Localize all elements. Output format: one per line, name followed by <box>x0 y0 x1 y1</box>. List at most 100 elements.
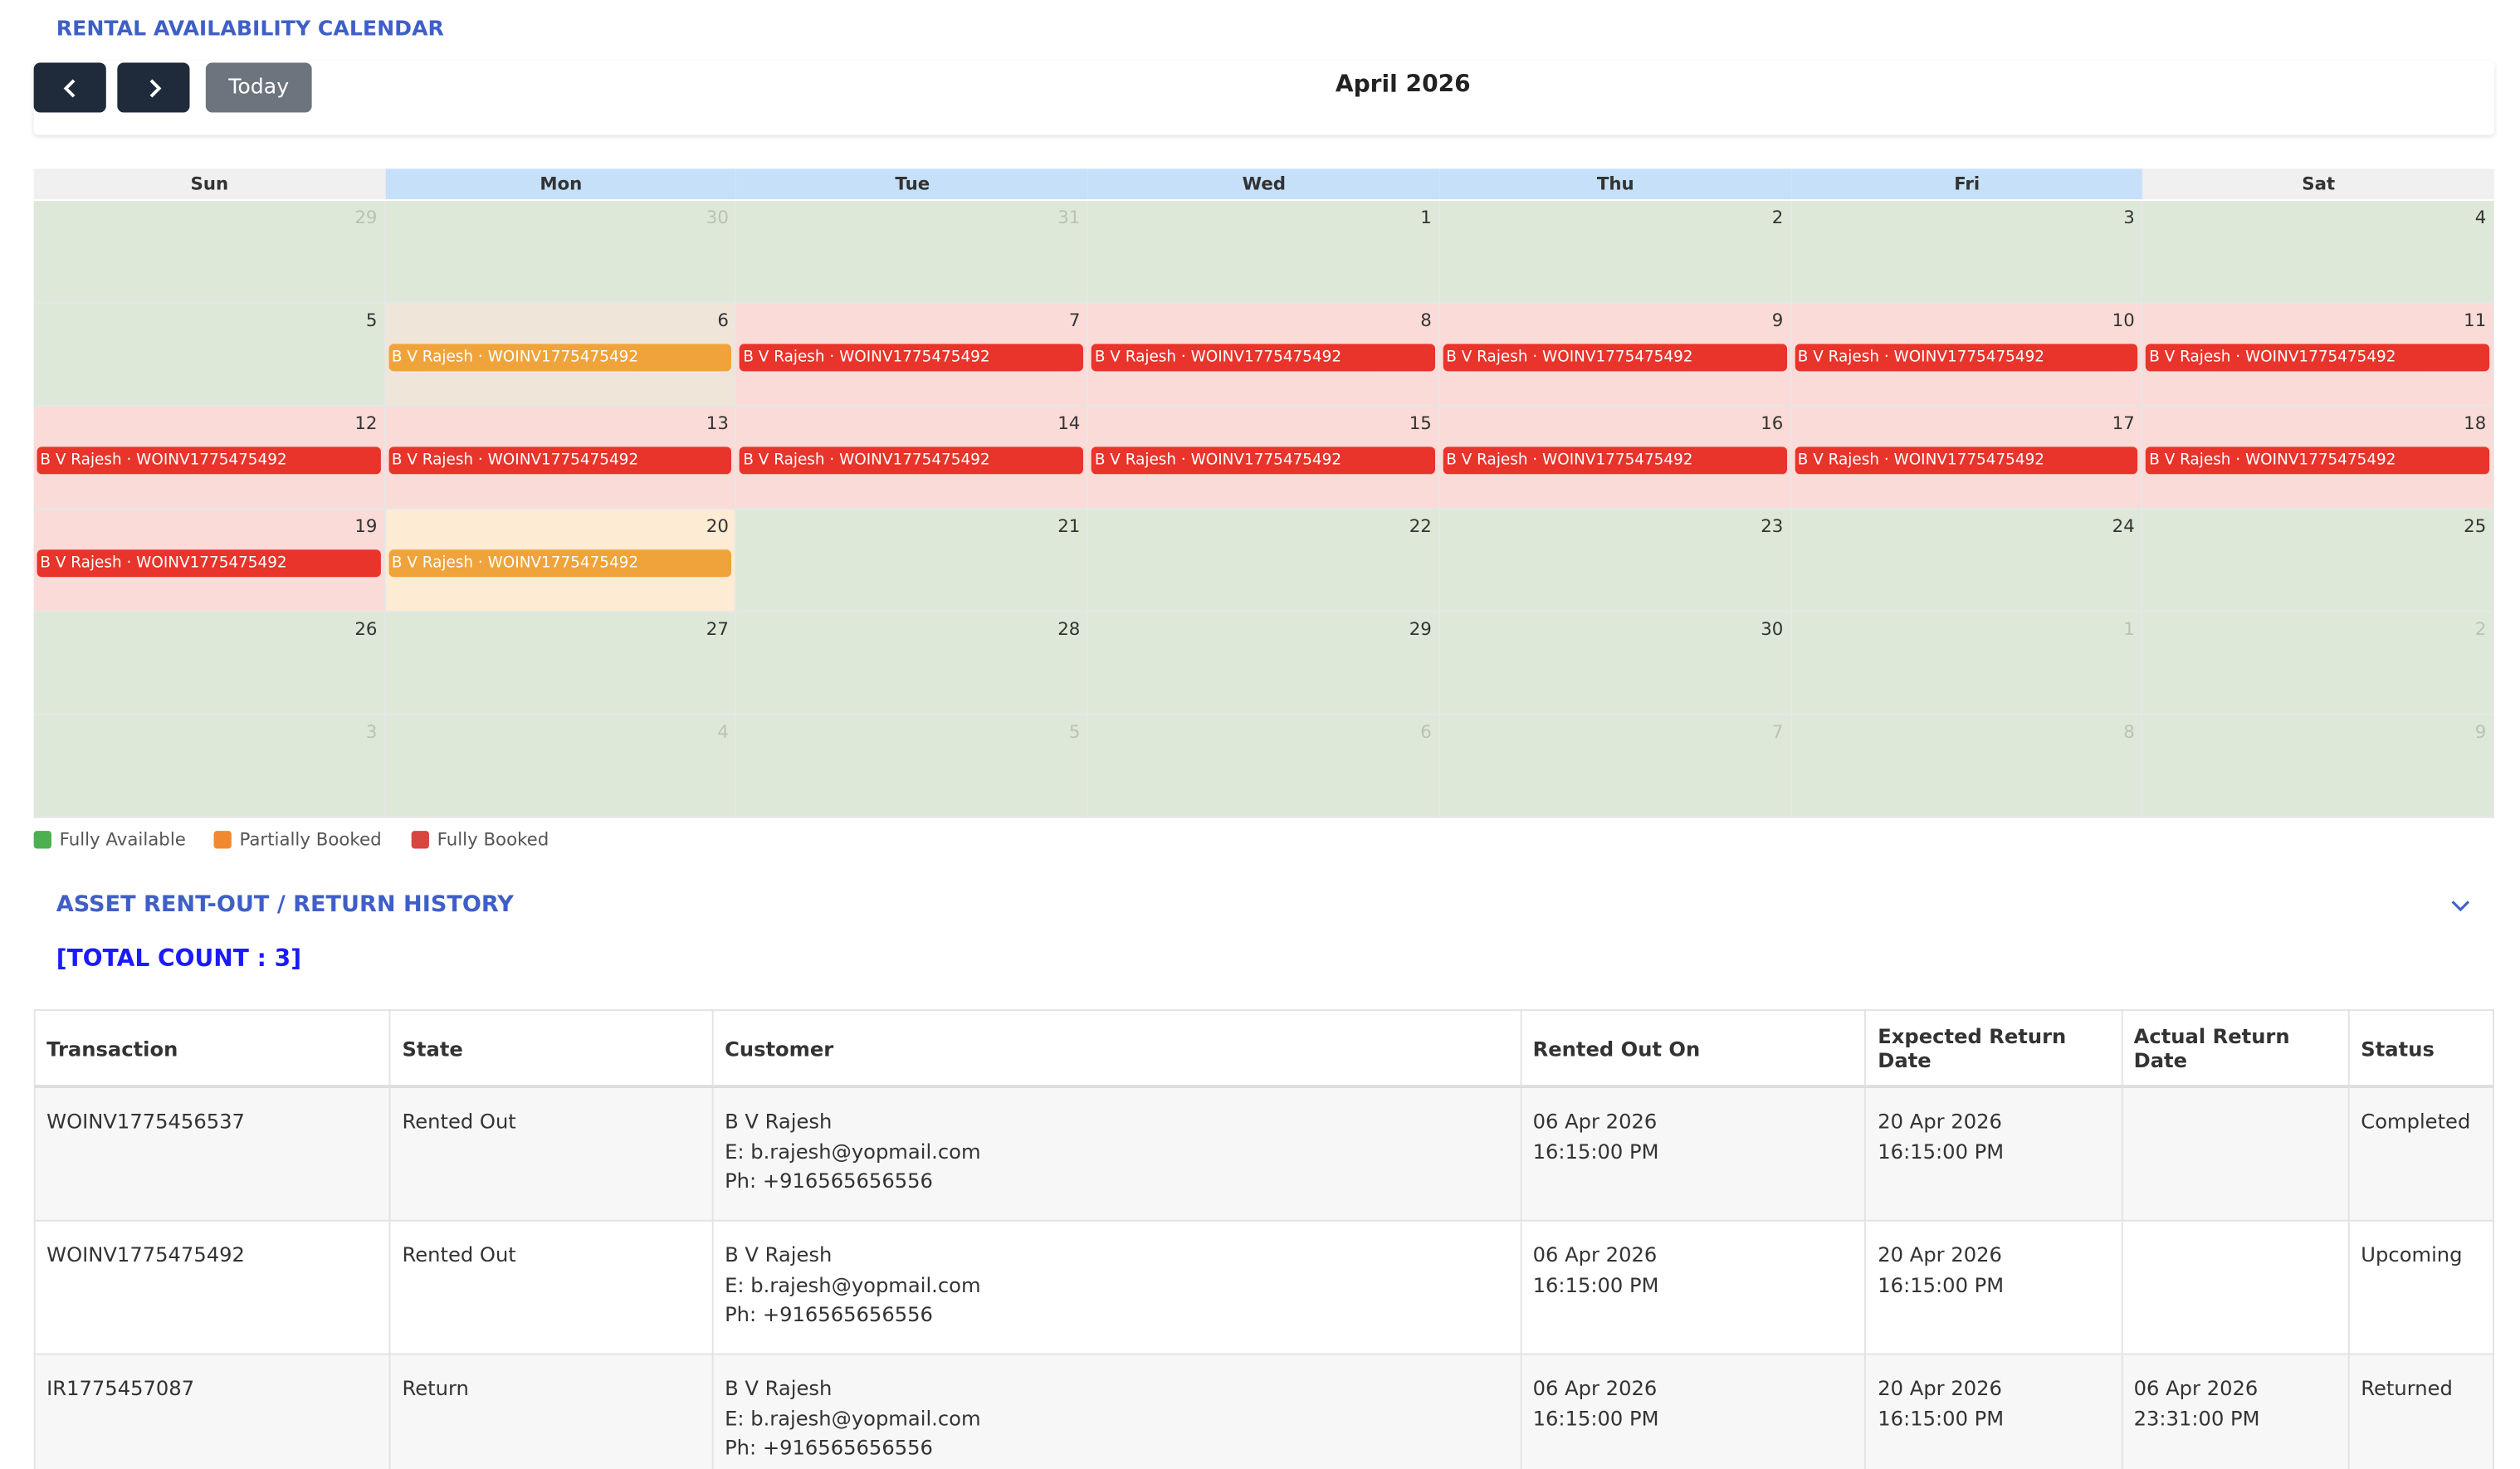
day-cell[interactable]: 17 B V Rajesh · WOINV1775475492 <box>1791 406 2143 510</box>
day-cell[interactable]: 5 <box>736 715 1089 818</box>
cell-line: E: b.rajesh@yopmail.com <box>725 1271 981 1296</box>
day-cell[interactable]: 4 <box>385 715 737 818</box>
day-cell[interactable]: 3 <box>33 715 386 818</box>
table-row: IR1775457087 Return B V Rajesh E: b.rajesh@… <box>33 1353 2494 1469</box>
day-number: 13 <box>706 412 729 434</box>
legend-label: Fully Booked <box>437 829 549 851</box>
cell-line: E: b.rajesh@yopmail.com <box>725 1139 981 1164</box>
day-cell[interactable]: 14 B V Rajesh · WOINV1775475492 <box>736 406 1089 510</box>
day-cell[interactable]: 7 <box>1439 715 1791 818</box>
weekday-header: Sat <box>2142 168 2494 200</box>
booking-event[interactable]: B V Rajesh · WOINV1775475492 <box>740 344 1084 372</box>
day-cell[interactable]: 10 B V Rajesh · WOINV1775475492 <box>1791 303 2143 407</box>
table-cell: WOINV1775456537 <box>33 1086 391 1222</box>
day-cell[interactable]: 25 <box>2142 509 2494 612</box>
day-cell[interactable]: 30 <box>1439 612 1791 715</box>
day-cell[interactable]: 23 <box>1439 509 1791 612</box>
day-cell[interactable]: 29 <box>33 201 386 304</box>
day-number: 31 <box>1057 207 1081 228</box>
day-number: 27 <box>706 618 729 640</box>
day-cell[interactable]: 20 B V Rajesh · WOINV1775475492 <box>385 509 737 612</box>
cell-line: WOINV1775456537 <box>46 1109 245 1134</box>
day-cell[interactable]: 4 <box>2142 201 2494 304</box>
header-row: Transaction State Customer Rented Out On Exp… <box>33 1009 2494 1088</box>
day-number: 28 <box>1057 618 1081 640</box>
table-cell: B V Rajesh E: b.rajesh@yopmail.com Ph: +91… <box>711 1219 1522 1355</box>
cell-line: Completed <box>2361 1109 2471 1134</box>
day-cell[interactable]: 26 <box>33 612 386 715</box>
table-cell: 06 Apr 2026 23:31:00 PM <box>2121 1353 2350 1469</box>
day-cell[interactable]: 6 <box>1088 715 1440 818</box>
cell-line: Upcoming <box>2361 1242 2463 1266</box>
day-cell[interactable]: 6 B V Rajesh · WOINV1775475492 <box>385 303 737 407</box>
booking-event[interactable]: B V Rajesh · WOINV1775475492 <box>2146 447 2490 475</box>
day-cell[interactable]: 1 <box>1088 201 1440 304</box>
day-cell[interactable]: 5 <box>33 303 386 407</box>
day-cell[interactable]: 8 <box>1791 715 2143 818</box>
booking-event[interactable]: B V Rajesh · WOINV1775475492 <box>37 447 381 475</box>
booking-event[interactable]: B V Rajesh · WOINV1775475492 <box>1794 344 2138 372</box>
day-cell[interactable]: 24 <box>1791 509 2143 612</box>
day-cell[interactable]: 30 <box>385 201 737 304</box>
day-number: 30 <box>1761 618 1784 640</box>
booking-event[interactable]: B V Rajesh · WOINV1775475492 <box>1091 447 1435 475</box>
cell-line: Rented Out <box>402 1242 516 1266</box>
day-cell[interactable]: 11 B V Rajesh · WOINV1775475492 <box>2142 303 2494 407</box>
booking-event[interactable]: B V Rajesh · WOINV1775475492 <box>740 447 1084 475</box>
day-cell[interactable]: 31 <box>736 201 1089 304</box>
day-cell[interactable]: 2 <box>2142 612 2494 715</box>
table-cell: Returned <box>2347 1353 2494 1469</box>
day-number: 6 <box>717 310 729 331</box>
day-number: 2 <box>2474 618 2487 640</box>
booking-event[interactable]: B V Rajesh · WOINV1775475492 <box>388 344 732 372</box>
month-label: April 2026 <box>1335 72 1471 99</box>
today-button[interactable]: Today <box>205 62 312 113</box>
day-number: 11 <box>2464 310 2487 331</box>
prev-button[interactable] <box>33 62 106 113</box>
booking-event[interactable]: B V Rajesh · WOINV1775475492 <box>37 549 381 578</box>
weekday-header: Mon <box>385 168 737 200</box>
booking-event[interactable]: B V Rajesh · WOINV1775475492 <box>388 447 732 475</box>
column-header: Transaction <box>33 1009 391 1088</box>
collapse-icon[interactable] <box>2449 897 2472 916</box>
booking-event[interactable]: B V Rajesh · WOINV1775475492 <box>388 549 732 578</box>
next-button[interactable] <box>117 62 190 113</box>
history-table: Transaction State Customer Rented Out On Exp… <box>33 1009 2494 1469</box>
day-cell[interactable]: 22 <box>1088 509 1440 612</box>
cell-line: E: b.rajesh@yopmail.com <box>725 1405 981 1430</box>
cell-line: 16:15:00 PM <box>1532 1271 1659 1296</box>
day-cell[interactable]: 3 <box>1791 201 2143 304</box>
booking-event[interactable]: B V Rajesh · WOINV1775475492 <box>1091 344 1435 372</box>
booking-event[interactable]: B V Rajesh · WOINV1775475492 <box>1794 447 2138 475</box>
day-cell[interactable]: 29 <box>1088 612 1440 715</box>
booking-event[interactable]: B V Rajesh · WOINV1775475492 <box>1443 447 1787 475</box>
day-cell[interactable]: 28 <box>736 612 1089 715</box>
day-cell[interactable]: 21 <box>736 509 1089 612</box>
day-cell[interactable]: 13 B V Rajesh · WOINV1775475492 <box>385 406 737 510</box>
day-cell[interactable]: 1 <box>1791 612 2143 715</box>
table-cell: Upcoming <box>2347 1219 2494 1355</box>
day-number: 22 <box>1409 515 1432 537</box>
day-cell[interactable]: 15 B V Rajesh · WOINV1775475492 <box>1088 406 1440 510</box>
day-cell[interactable]: 18 B V Rajesh · WOINV1775475492 <box>2142 406 2494 510</box>
day-cell[interactable]: 9 <box>2142 715 2494 818</box>
day-number: 8 <box>1420 310 1432 331</box>
day-cell[interactable]: 9 B V Rajesh · WOINV1775475492 <box>1439 303 1791 407</box>
cell-line: WOINV1775475492 <box>46 1242 245 1266</box>
day-cell[interactable]: 2 <box>1439 201 1791 304</box>
cell-line: 16:15:00 PM <box>1878 1405 2005 1430</box>
day-cell[interactable]: 27 <box>385 612 737 715</box>
day-cell[interactable]: 7 B V Rajesh · WOINV1775475492 <box>736 303 1089 407</box>
cell-line: Ph: +916565656556 <box>725 1435 933 1460</box>
day-cell[interactable]: 8 B V Rajesh · WOINV1775475492 <box>1088 303 1440 407</box>
day-number: 24 <box>2112 515 2135 537</box>
booking-event[interactable]: B V Rajesh · WOINV1775475492 <box>1443 344 1787 372</box>
day-cell[interactable]: 16 B V Rajesh · WOINV1775475492 <box>1439 406 1791 510</box>
table-body: WOINV1775456537 Rented Out B V Rajesh E: b.… <box>33 1086 2494 1469</box>
day-cell[interactable]: 19 B V Rajesh · WOINV1775475492 <box>33 509 386 612</box>
booking-event[interactable]: B V Rajesh · WOINV1775475492 <box>2146 344 2490 372</box>
table-cell: Rented Out <box>389 1086 714 1222</box>
cell-line: 20 Apr 2026 <box>1878 1375 2002 1400</box>
day-cell[interactable]: 12 B V Rajesh · WOINV1775475492 <box>33 406 386 510</box>
next-icon <box>149 78 161 97</box>
